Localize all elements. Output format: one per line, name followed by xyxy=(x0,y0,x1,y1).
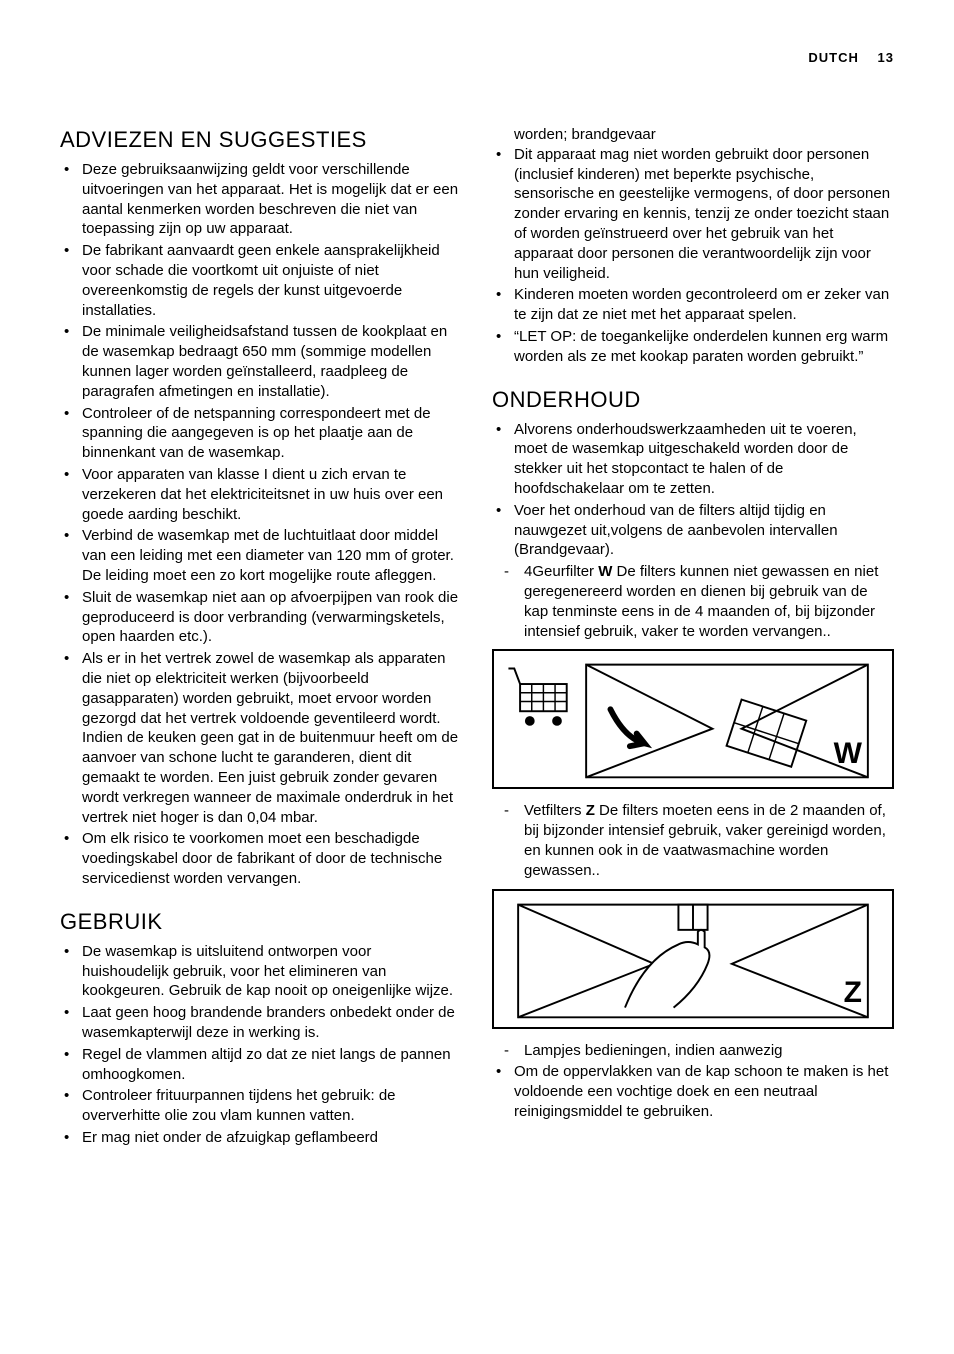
list-item: Voor apparaten van klasse I dient u zich… xyxy=(78,465,462,524)
left-column: ADVIEZEN EN SUGGESTIES Deze gebruiksaanw… xyxy=(60,125,462,1150)
sublist-item-z: Vetfilters Z De filters moeten eens in d… xyxy=(520,801,894,880)
diagram-z-label: Z xyxy=(844,973,862,1013)
list-item: Er mag niet onder de afzuigkap geflambee… xyxy=(78,1128,462,1148)
list-item: Regel de vlammen altijd zo dat ze niet l… xyxy=(78,1045,462,1085)
heading-onderhoud: ONDERHOUD xyxy=(492,385,894,414)
heading-adviezen: ADVIEZEN EN SUGGESTIES xyxy=(60,125,462,154)
list-item: Alvorens onderhoudswerkzaamheden uit te … xyxy=(510,420,894,499)
list-schoonmaken: Om de oppervlakken van de kap schoon te … xyxy=(492,1062,894,1121)
list-item: Controleer of de netspanning corresponde… xyxy=(78,404,462,463)
right-column: worden; brandgevaar Dit apparaat mag nie… xyxy=(492,125,894,1150)
list-onderhoud: Alvorens onderhoudswerkzaamheden uit te … xyxy=(492,420,894,561)
list-gebruik: De wasemkap is uitsluitend ontworpen voo… xyxy=(60,942,462,1148)
list-item: De fabrikant aanvaardt geen enkele aansp… xyxy=(78,241,462,320)
list-item: De minimale veiligheidsafstand tussen de… xyxy=(78,322,462,401)
list-item: Verbind de wasemkap met de luchtuitlaat … xyxy=(78,526,462,585)
list-item: Voer het onderhoud van de filters altijd… xyxy=(510,501,894,560)
list-item: Deze gebruiksaanwijzing geldt voor versc… xyxy=(78,160,462,239)
page-number: 13 xyxy=(878,50,894,65)
diagram-w: W xyxy=(492,649,894,789)
list-item: De wasemkap is uitsluitend ontworpen voo… xyxy=(78,942,462,1001)
list-item: Om elk risico te voorkomen moet een besc… xyxy=(78,829,462,888)
diagram-w-svg xyxy=(494,651,892,787)
diagram-z-svg xyxy=(494,891,892,1027)
list-item: Controleer frituurpannen tijdens het geb… xyxy=(78,1086,462,1126)
language-label: DUTCH xyxy=(808,50,859,65)
diagram-z: Z xyxy=(492,889,894,1029)
list-item: Kinderen moeten worden gecontroleerd om … xyxy=(510,285,894,325)
list-item: Sluit de wasemkap niet aan op afvoerpijp… xyxy=(78,588,462,647)
content-columns: ADVIEZEN EN SUGGESTIES Deze gebruiksaanw… xyxy=(60,125,894,1150)
list-item: Dit apparaat mag niet worden gebruikt do… xyxy=(510,145,894,284)
sublist-item-lampjes: Lampjes bedieningen, indien aanwezig xyxy=(520,1041,894,1061)
list-adviezen: Deze gebruiksaanwijzing geldt voor versc… xyxy=(60,160,462,889)
sublist-filters-z: Vetfilters Z De filters moeten eens in d… xyxy=(492,801,894,880)
sublist-item-w: 4Geurfilter W De filters kunnen niet gew… xyxy=(520,562,894,641)
heading-gebruik: GEBRUIK xyxy=(60,907,462,936)
list-item: Laat geen hoog brandende branders onbede… xyxy=(78,1003,462,1043)
list-item: “LET OP: de toegankelijke onderdelen kun… xyxy=(510,327,894,367)
page-header: DUTCH 13 xyxy=(60,50,894,65)
list-gebruik-cont: Dit apparaat mag niet worden gebruikt do… xyxy=(492,145,894,367)
list-item: Als er in het vertrek zowel de wasemkap … xyxy=(78,649,462,827)
diagram-w-label: W xyxy=(834,734,862,774)
list-item: Om de oppervlakken van de kap schoon te … xyxy=(510,1062,894,1121)
continuation-text: worden; brandgevaar xyxy=(492,125,894,145)
sublist-lampjes: Lampjes bedieningen, indien aanwezig xyxy=(492,1041,894,1061)
sublist-filters: 4Geurfilter W De filters kunnen niet gew… xyxy=(492,562,894,641)
